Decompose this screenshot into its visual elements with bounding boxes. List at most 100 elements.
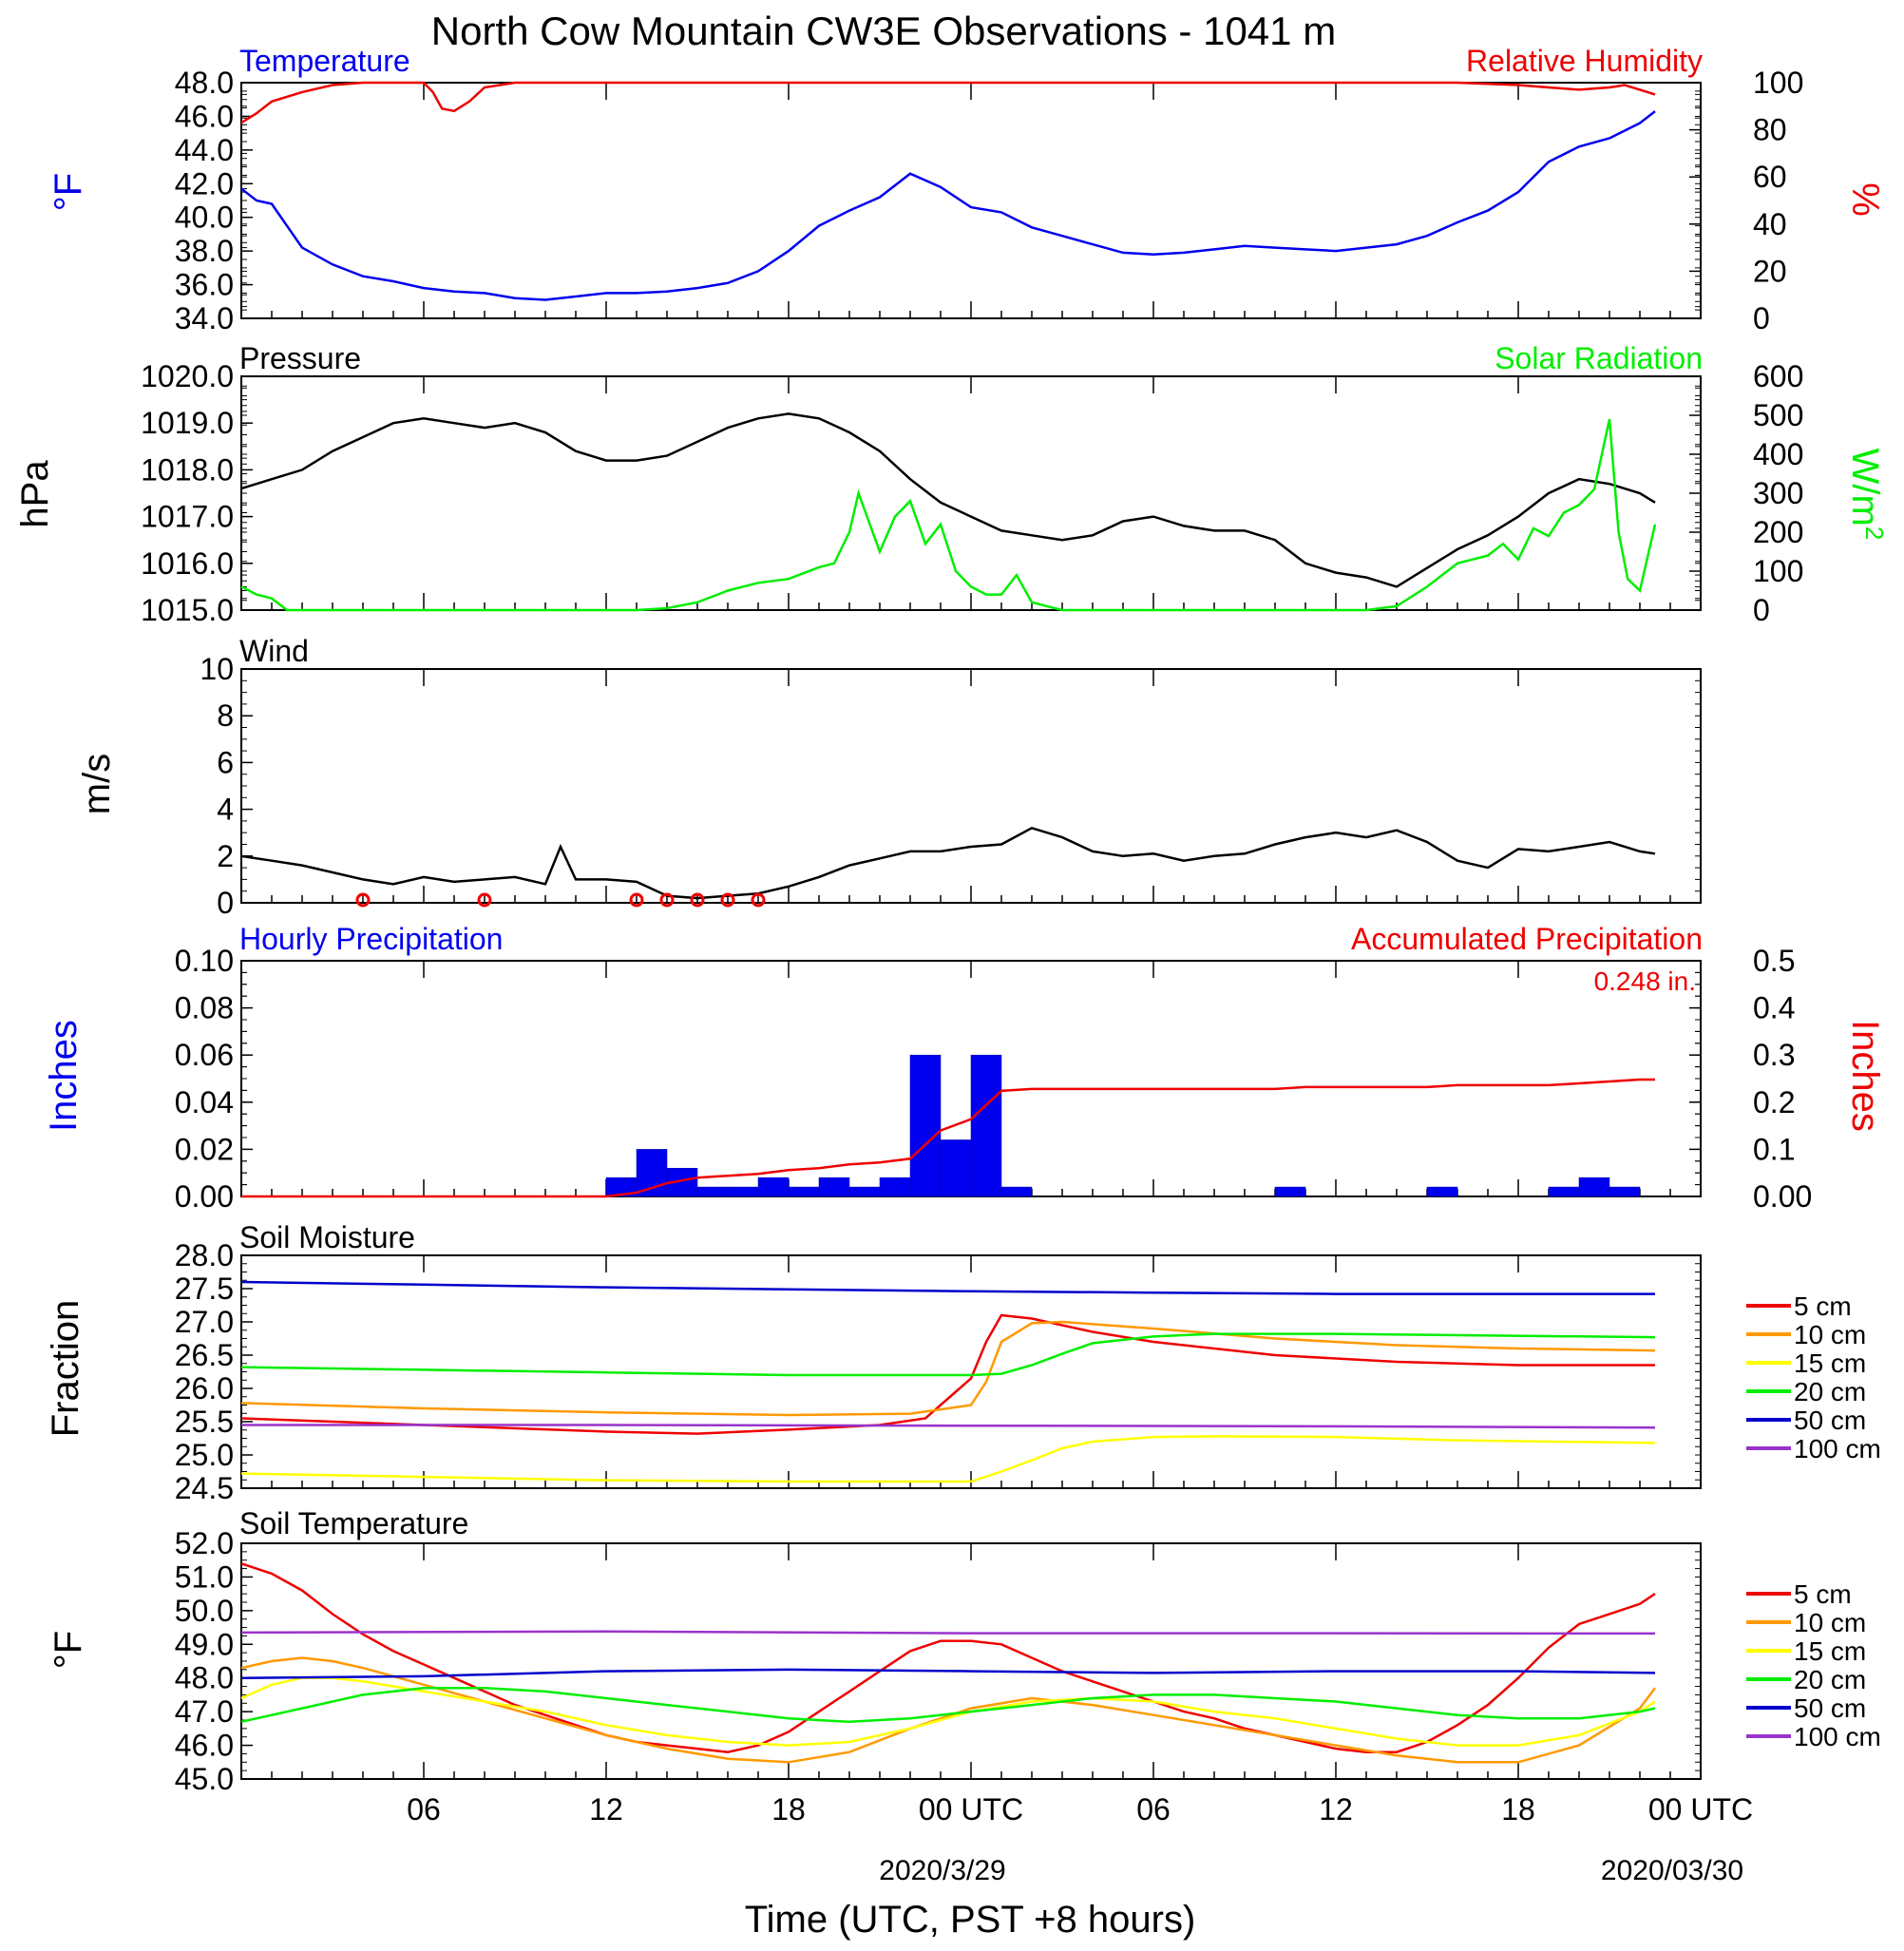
- calm-wind-marker: [629, 892, 644, 908]
- y-tick-label: 36.0: [175, 268, 234, 302]
- y-axis-label-humidity: %: [1844, 182, 1886, 217]
- y-tick-label-right: 0.00: [1753, 1179, 1812, 1214]
- legend-label: 5 cm: [1794, 1291, 1852, 1321]
- legend-label: 10 cm: [1794, 1320, 1866, 1349]
- x-tick-label: 06: [407, 1792, 441, 1827]
- y-axis-label-soil-moisture: Fraction: [45, 1300, 86, 1438]
- soil-moisture-panel: Soil Moisture Fraction 28.027.527.026.52…: [45, 1220, 1881, 1505]
- y-tick-label: 27.0: [175, 1305, 234, 1339]
- calm-wind-marker: [751, 892, 766, 908]
- y-tick-label: 25.0: [175, 1438, 234, 1472]
- precipitation-panel: Hourly Precipitation Accumulated Precipi…: [43, 922, 1886, 1214]
- y-axis-label-temperature: °F: [48, 173, 89, 211]
- y-tick-label: 2: [217, 839, 234, 873]
- x-tick-label: 18: [1501, 1792, 1535, 1827]
- y-tick-label: 26.0: [175, 1371, 234, 1406]
- precip-bar: [1274, 1186, 1306, 1197]
- panel-title-accumulated-precipitation: Accumulated Precipitation: [1351, 922, 1703, 956]
- panel-title-soil-temperature: Soil Temperature: [239, 1506, 468, 1540]
- series-line-pressure: [240, 412, 1656, 588]
- calm-wind-marker: [659, 892, 675, 908]
- legend-label: 100 cm: [1794, 1434, 1881, 1463]
- y-tick-label: 0.10: [175, 944, 234, 978]
- y-tick-label: 1017.0: [141, 500, 234, 534]
- legend-label: 15 cm: [1794, 1348, 1866, 1378]
- panel-title-relative-humidity: Relative Humidity: [1466, 44, 1703, 78]
- precip-bar: [1548, 1186, 1580, 1197]
- calm-wind-marker: [720, 892, 735, 908]
- series-line-st_100: [240, 1630, 1656, 1635]
- y-tick-label: 1020.0: [141, 359, 234, 393]
- y-tick-label: 24.5: [175, 1471, 234, 1505]
- date-label-second: 2020/03/30: [1601, 1855, 1743, 1886]
- series-line-sm_15: [240, 1435, 1656, 1483]
- legend-label: 5 cm: [1794, 1579, 1852, 1609]
- precip-bar: [757, 1176, 790, 1197]
- precip-bar: [848, 1186, 881, 1197]
- precip-bar: [696, 1186, 729, 1197]
- precip-bar: [727, 1186, 759, 1197]
- y-tick-label-right: 400: [1753, 437, 1803, 471]
- legend-label: 50 cm: [1794, 1693, 1866, 1723]
- y-tick-label: 1015.0: [141, 593, 234, 627]
- series-line-sm_10: [240, 1320, 1656, 1417]
- y-tick-label: 47.0: [175, 1694, 234, 1729]
- y-tick-label: 10: [200, 652, 234, 686]
- panel-title-temperature: Temperature: [239, 44, 410, 78]
- y-tick-label: 46.0: [175, 1729, 234, 1763]
- y-axis-label-accumulated-precipitation: Inches: [1844, 1020, 1886, 1132]
- figure-title: North Cow Mountain CW3E Observations - 1…: [431, 9, 1336, 53]
- precip-bar: [636, 1149, 668, 1197]
- series-line-st_50: [240, 1668, 1656, 1679]
- y-tick-label: 1016.0: [141, 546, 234, 581]
- precip-bar: [1609, 1186, 1641, 1197]
- y-tick-label-right: 0.5: [1753, 944, 1795, 978]
- solar-unit-superscript: 2: [1860, 526, 1889, 540]
- temperature-humidity-panel: Temperature Relative Humidity °F % 48.0 4…: [48, 44, 1886, 335]
- y-tick-label-right: 0: [1753, 593, 1770, 627]
- series-line-sm_5: [240, 1313, 1655, 1435]
- wind-panel: Wind m/s 10 8 6 4 2 0: [76, 634, 1702, 920]
- y-tick-label: 38.0: [175, 234, 234, 268]
- y-tick-label-right: 0.2: [1753, 1085, 1795, 1119]
- y-axis-label-pressure: hPa: [14, 460, 56, 528]
- legend-label: 15 cm: [1794, 1636, 1866, 1666]
- time-axis: 2020/3/29 2020/03/30 Time (UTC, PST +8 h…: [407, 1792, 1753, 1941]
- precip-bar: [1000, 1186, 1033, 1197]
- calm-wind-marker: [690, 892, 705, 908]
- y-axis-label-wind: m/s: [76, 754, 118, 814]
- y-tick-label: 1018.0: [141, 452, 234, 487]
- series-line-st_15: [240, 1676, 1656, 1747]
- y-tick-label-right: 0.4: [1753, 991, 1795, 1025]
- panel-title-wind: Wind: [239, 634, 309, 668]
- y-tick-label-right: 0: [1753, 301, 1770, 335]
- y-tick-label: 0.06: [175, 1038, 234, 1072]
- legend-label: 20 cm: [1794, 1665, 1866, 1694]
- y-tick-label-right: 40: [1753, 207, 1787, 241]
- precip-bar: [1426, 1186, 1458, 1197]
- y-tick-label-right: 100: [1753, 554, 1803, 588]
- y-tick-label: 42.0: [175, 166, 234, 201]
- y-tick-label-right: 500: [1753, 398, 1803, 432]
- x-tick-label: 00 UTC: [919, 1792, 1023, 1827]
- precip-bar: [1578, 1176, 1610, 1197]
- y-tick-label: 25.5: [175, 1405, 234, 1439]
- y-tick-label: 49.0: [175, 1627, 234, 1661]
- series-line-sm_50: [240, 1280, 1655, 1295]
- date-label-first: 2020/3/29: [879, 1855, 1005, 1886]
- y-tick-label: 4: [217, 793, 234, 827]
- y-tick-label: 0.02: [175, 1132, 234, 1166]
- y-tick-label-right: 300: [1753, 476, 1803, 510]
- calm-wind-marker: [355, 892, 371, 908]
- x-tick-label: 12: [1319, 1792, 1353, 1827]
- precip-bar: [879, 1176, 911, 1197]
- y-tick-label-right: 60: [1753, 160, 1787, 194]
- y-tick-label: 44.0: [175, 133, 234, 167]
- x-tick-label: 06: [1136, 1792, 1171, 1827]
- series-line-sm_20: [240, 1332, 1656, 1377]
- y-tick-label: 40.0: [175, 201, 234, 235]
- y-tick-label: 48.0: [175, 66, 234, 100]
- legend-label: 10 cm: [1794, 1608, 1866, 1637]
- precip-bar: [940, 1139, 972, 1197]
- soil-temperature-panel: Soil Temperature °F 52.051.050.049.048.0…: [48, 1506, 1881, 1796]
